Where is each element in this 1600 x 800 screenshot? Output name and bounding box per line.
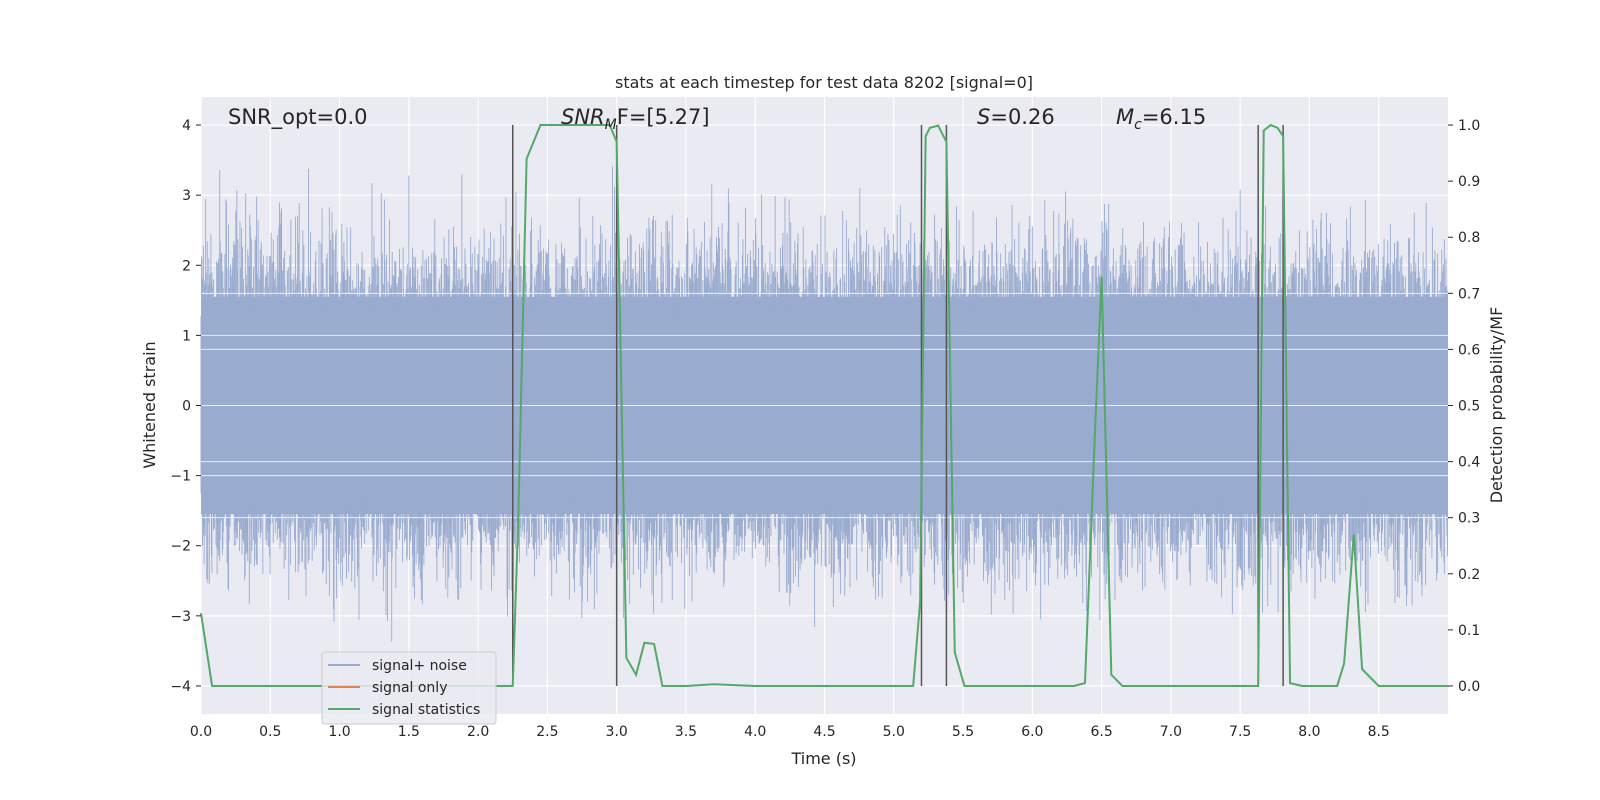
y-tick-label: −3	[170, 609, 191, 625]
annotation-mc-main: M	[1116, 105, 1134, 129]
y2-tick-label: 0.1	[1458, 623, 1480, 639]
x-tick-label: 0.0	[190, 724, 212, 740]
y-tick-labels: −4 −3 −2 −1 0 1 2 3 4	[170, 118, 201, 695]
x-tick-label: 1.0	[328, 724, 350, 740]
chart-title: stats at each timestep for test data 820…	[615, 73, 1033, 92]
x-tick-labels: 0.0 0.5 1.0 1.5 2.0 2.5 3.0 3.5 4.0 4.5 5.0 5.5 6.0 6…	[190, 724, 1390, 740]
legend-label-signal-statistics: signal statistics	[372, 702, 480, 718]
y-tick-label: −2	[170, 539, 191, 555]
x-tick-label: 5.5	[952, 724, 974, 740]
legend: signal+ noise signal only signal statist…	[321, 651, 497, 725]
y-tick-label: 0	[182, 399, 191, 415]
legend-label-signal-only: signal only	[372, 680, 447, 696]
x-tick-label: 3.0	[606, 724, 628, 740]
x-tick-label: 1.5	[398, 724, 420, 740]
annotation-s-rest: =0.26	[990, 105, 1054, 129]
signal-noise-series	[200, 166, 1448, 642]
y-tick-label: −1	[170, 469, 191, 485]
legend-label-signal-noise: signal+ noise	[372, 658, 467, 674]
x-tick-label: 6.5	[1090, 724, 1112, 740]
x-tick-label: 7.5	[1229, 724, 1251, 740]
annotation-s-main: S	[977, 105, 990, 129]
y2-tick-label: 0.7	[1458, 286, 1480, 302]
y-tick-label: 4	[182, 118, 191, 134]
y2-tick-label: 0.5	[1458, 399, 1480, 415]
y-tick-label: 1	[182, 328, 191, 344]
x-tick-label: 8.0	[1298, 724, 1320, 740]
annotation-snr-mf: SNRMF=[5.27]	[561, 105, 710, 133]
annotation-snr-opt: SNR_opt=0.0	[228, 105, 368, 130]
y-tick-label: 2	[182, 258, 191, 274]
annotation-mc: Mc=6.15	[1116, 105, 1206, 133]
annotation-snr-mf-rest: F=[5.27]	[617, 105, 710, 129]
x-tick-label: 2.0	[467, 724, 489, 740]
y2-tick-label: 1.0	[1458, 118, 1480, 134]
legend-box	[321, 651, 497, 725]
x-tick-label: 8.5	[1368, 724, 1390, 740]
x-tick-label: 0.5	[259, 724, 281, 740]
x-tick-label: 7.0	[1160, 724, 1182, 740]
y2-tick-label: 0.3	[1458, 511, 1480, 527]
y2-tick-label: 0.9	[1458, 174, 1480, 190]
y2-tick-label: 0.0	[1458, 679, 1480, 695]
y-tick-label: 3	[182, 188, 191, 204]
y-tick-label: −4	[170, 679, 191, 695]
x-tick-label: 6.0	[1021, 724, 1043, 740]
y2-tick-label: 0.6	[1458, 342, 1480, 358]
signal-statistics-line	[200, 123, 1448, 687]
x-tick-label: 3.5	[675, 724, 697, 740]
x-axis-title: Time (s)	[790, 749, 856, 768]
annotation-s: S=0.26	[977, 105, 1055, 129]
y-axis-title: Whitened strain	[140, 341, 159, 468]
annotation-mc-rest: =6.15	[1142, 105, 1206, 129]
y2-axis-title: Detection probability/MF	[1487, 307, 1506, 504]
x-tick-label: 4.0	[744, 724, 766, 740]
y2-tick-label: 0.8	[1458, 230, 1480, 246]
x-tick-label: 2.5	[536, 724, 558, 740]
annotation-snr-mf-sub: M	[605, 117, 617, 133]
y2-tick-label: 0.2	[1458, 567, 1480, 583]
y2-tick-labels: 0.0 0.1 0.2 0.3 0.4 0.5 0.6 0.7 0.8 0.9 1.0	[1448, 118, 1480, 695]
x-tick-label: 5.0	[883, 724, 905, 740]
x-tick-label: 4.5	[813, 724, 835, 740]
annotation-snr-mf-main: SNR	[561, 105, 605, 129]
annotation-mc-sub: c	[1134, 117, 1142, 133]
signal-statistics-series	[200, 123, 1448, 687]
y2-tick-label: 0.4	[1458, 455, 1480, 471]
